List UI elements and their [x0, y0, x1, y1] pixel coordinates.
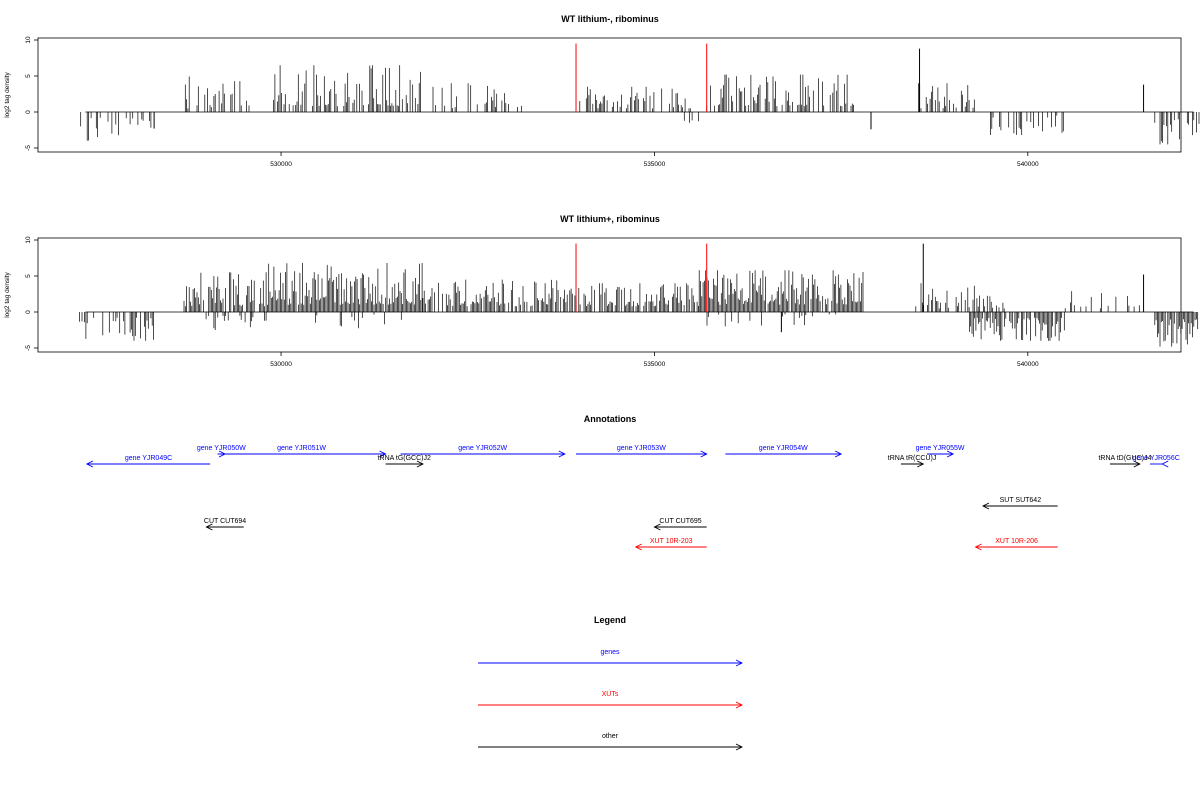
annotation-label: XUT 10R-206 [995, 538, 1038, 545]
density-bars [79, 243, 1199, 347]
track-panel-lithium-minus: WT lithium-, ribominus log2 tag density … [4, 14, 1200, 168]
annotation-label: gene YJR055W [916, 445, 965, 452]
arrow-head [834, 450, 843, 458]
arrow-head [735, 701, 744, 709]
legend-title: Legend [594, 615, 626, 625]
plot-frame [37, 237, 1182, 353]
y-tick-label: -5 [25, 145, 32, 151]
legend-entry: genes [478, 649, 744, 667]
track-title: WT lithium-, ribominus [561, 14, 659, 24]
y-tick-label: 0 [25, 310, 32, 314]
annotations-title: Annotations [584, 414, 637, 424]
x-tick-label: 530000 [270, 361, 292, 368]
arrow-head [735, 743, 744, 751]
legend-label: XUTs [602, 691, 619, 698]
annotation-feature: gene YJR053W [576, 445, 708, 458]
annotation-feature: XUT 10R-203 [634, 538, 707, 551]
annotation-label: tRNA tR(CCU)J [888, 455, 937, 462]
plot-frame [37, 37, 1182, 153]
y-axis-label: log2 tag density [4, 271, 11, 317]
annotation-label: CUT CUT694 [204, 518, 246, 525]
annotation-feature: SUT SUT642 [982, 497, 1058, 510]
annotations-panel: Annotations gene YJR049C gene YJR050W gene… [85, 414, 1180, 551]
legend-label: other [602, 733, 619, 740]
x-tick-label: 535000 [644, 161, 666, 168]
annotation-feature: gene YJR055W [916, 445, 965, 458]
y-tick-label: -5 [25, 345, 32, 351]
y-tick-label: 10 [25, 36, 32, 44]
annotation-label: gene YJR056C [1132, 455, 1179, 462]
arrow-head [700, 450, 708, 458]
annotation-feature: gene YJR050W [197, 445, 246, 458]
annotation-label: gene YJR049C [125, 455, 172, 462]
track-title: WT lithium+, ribominus [560, 214, 660, 224]
annotation-feature: gene YJR049C [85, 455, 211, 468]
arrow-head [634, 543, 642, 551]
annotation-label: tRNA tG(GCC)J2 [378, 455, 431, 462]
arrow-head [1133, 460, 1141, 468]
track-panel-lithium-plus: WT lithium+, ribominus log2 tag density … [4, 214, 1199, 368]
annotation-feature: tRNA tR(CCU)J [888, 455, 937, 468]
arrow-head [653, 523, 661, 531]
arrow-head [379, 450, 387, 458]
legend-entry: XUTs [478, 691, 744, 709]
annotation-feature: CUT CUT694 [204, 518, 246, 531]
annotation-feature: tRNA tG(GCC)J2 [378, 455, 431, 468]
y-tick-label: 0 [25, 110, 32, 114]
annotation-label: tRNA tD(GUC)J4 [1098, 455, 1151, 462]
annotation-feature: gene YJR056C [1132, 455, 1180, 468]
arrow-head [735, 659, 744, 667]
legend-entry: other [478, 733, 744, 751]
y-tick-label: 5 [25, 274, 32, 278]
arrow-head [946, 450, 955, 458]
arrow-head [982, 502, 990, 510]
annotation-feature: CUT CUT695 [653, 518, 707, 531]
annotation-label: gene YJR052W [458, 445, 507, 452]
annotation-label: gene YJR054W [759, 445, 808, 452]
y-axis-label: log2 tag density [4, 71, 11, 117]
annotation-feature: gene YJR051W [217, 445, 387, 458]
arrow-head [205, 523, 213, 531]
annotation-feature: XUT 10R-206 [974, 538, 1058, 551]
annotation-feature: gene YJR054W [725, 445, 843, 458]
arrow-head [974, 543, 982, 551]
density-bars [80, 48, 1200, 145]
annotation-label: gene YJR050W [197, 445, 246, 452]
y-tick-label: 5 [25, 74, 32, 78]
y-tick-label: 10 [25, 236, 32, 244]
x-tick-label: 540000 [1017, 161, 1039, 168]
arrow-head [416, 460, 424, 468]
legend-label: genes [600, 649, 620, 656]
annotation-feature: gene YJR052W [400, 445, 566, 458]
annotation-label: SUT SUT642 [1000, 497, 1042, 504]
x-tick-label: 540000 [1017, 361, 1039, 368]
annotation-label: XUT 10R-203 [650, 538, 693, 545]
arrow-head [85, 460, 94, 468]
arrow-head [558, 450, 566, 458]
x-tick-label: 535000 [644, 361, 666, 368]
legend-panel: Legend genes XUTs other [478, 615, 744, 751]
x-tick-label: 530000 [270, 161, 292, 168]
annotation-label: CUT CUT695 [659, 518, 701, 525]
annotation-label: gene YJR051W [277, 445, 326, 452]
annotation-label: gene YJR053W [617, 445, 666, 452]
arrow-head [917, 460, 925, 468]
annotation-feature: tRNA tD(GUC)J4 [1098, 455, 1151, 468]
arrow-head [1161, 460, 1169, 468]
